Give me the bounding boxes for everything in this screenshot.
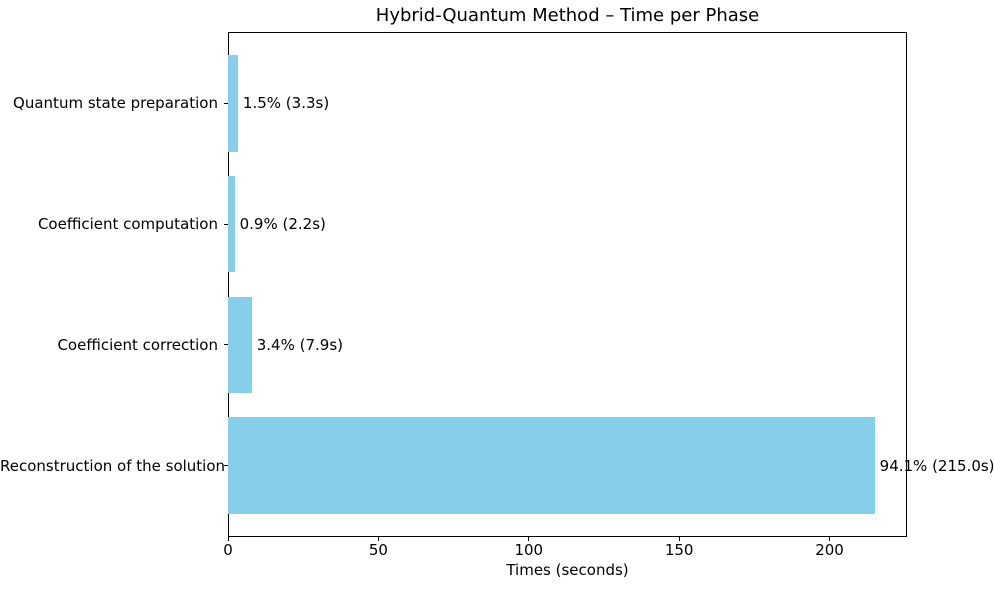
x-axis-tick xyxy=(377,537,379,541)
bar-value-label: 0.9% (2.2s) xyxy=(239,215,326,234)
y-axis-category-label: Quantum state preparation xyxy=(13,94,218,113)
bar xyxy=(228,175,235,273)
x-axis-tick-label: 150 xyxy=(664,541,694,559)
bar xyxy=(228,296,252,394)
y-axis-tick xyxy=(224,465,228,467)
bar-value-label: 1.5% (3.3s) xyxy=(242,94,330,113)
x-axis-tick xyxy=(227,537,229,541)
chart-title: Hybrid-Quantum Method – Time per Phase xyxy=(375,5,760,26)
x-axis-tick xyxy=(528,537,530,541)
x-axis-title: Times (seconds) xyxy=(506,561,629,579)
y-axis-tick xyxy=(224,102,228,104)
bar-value-label: 3.4% (7.9s) xyxy=(256,335,343,354)
x-axis-tick xyxy=(678,537,680,541)
y-axis-category-label: Reconstruction of the solution xyxy=(0,456,226,475)
x-axis-tick xyxy=(829,537,831,541)
y-axis-category-label: Coefficient correction xyxy=(57,335,218,354)
y-axis-tick xyxy=(224,344,228,346)
y-axis-category-label: Coefficient computation xyxy=(37,215,218,234)
bar-value-label: 94.1% (215.0s) xyxy=(879,456,994,475)
x-axis-tick-label: 50 xyxy=(368,541,388,559)
x-axis-tick-label: 200 xyxy=(815,541,844,559)
bar xyxy=(228,417,875,515)
x-axis-tick-label: 100 xyxy=(514,541,544,559)
x-axis-tick-label: 0 xyxy=(223,541,233,559)
y-axis-tick xyxy=(224,223,228,225)
bar xyxy=(228,54,238,152)
